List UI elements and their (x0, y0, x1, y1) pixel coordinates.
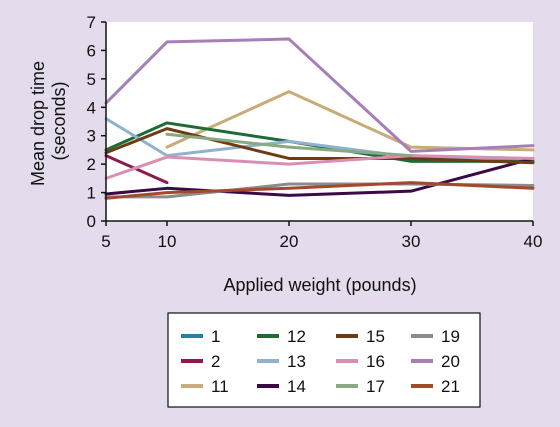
legend-label-19: 19 (441, 327, 460, 346)
x-tick-label: 30 (402, 232, 421, 251)
x-tick-label: 40 (524, 232, 543, 251)
legend-label-11: 11 (211, 377, 229, 396)
x-tick-label: 10 (158, 232, 177, 251)
y-tick-label: 5 (87, 70, 96, 89)
series-lines (104, 37, 535, 200)
series-line-20 (104, 37, 535, 153)
y-tick-label: 3 (87, 127, 96, 146)
series-line-16 (104, 154, 535, 180)
legend-label-20: 20 (441, 352, 460, 371)
legend-label-16: 16 (366, 352, 385, 371)
legend-label-14: 14 (287, 377, 306, 396)
y-axis-ticks: 0 1 2 3 4 5 6 7 (87, 13, 106, 231)
legend-label-2: 2 (211, 352, 220, 371)
series-line-21 (104, 181, 535, 200)
y-tick-label: 7 (87, 13, 96, 32)
y-tick-label: 4 (87, 98, 96, 117)
x-axis-title: Applied weight (pounds) (223, 275, 416, 295)
legend-label-17: 17 (366, 377, 385, 396)
legend-label-13: 13 (287, 352, 306, 371)
y-tick-label: 2 (87, 155, 96, 174)
y-axis-title: Mean drop time (seconds) (28, 56, 69, 186)
series-line-14 (104, 156, 535, 197)
x-axis-ticks: 5 10 20 30 40 (101, 221, 542, 251)
series-line-15 (104, 127, 535, 165)
legend-label-1: 1 (211, 327, 220, 346)
y-axis-title-line-2: (seconds) (49, 81, 69, 160)
x-tick-label: 5 (101, 232, 110, 251)
y-tick-label: 1 (87, 184, 96, 203)
y-tick-label: 6 (87, 41, 96, 60)
x-tick-label: 20 (280, 232, 299, 251)
y-axis-title-line-1: Mean drop time (28, 61, 48, 186)
legend-label-15: 15 (366, 327, 385, 346)
y-tick-label: 0 (87, 212, 96, 231)
legend-label-21: 21 (441, 377, 460, 396)
series-line-17 (165, 132, 413, 158)
legend-label-12: 12 (287, 327, 306, 346)
